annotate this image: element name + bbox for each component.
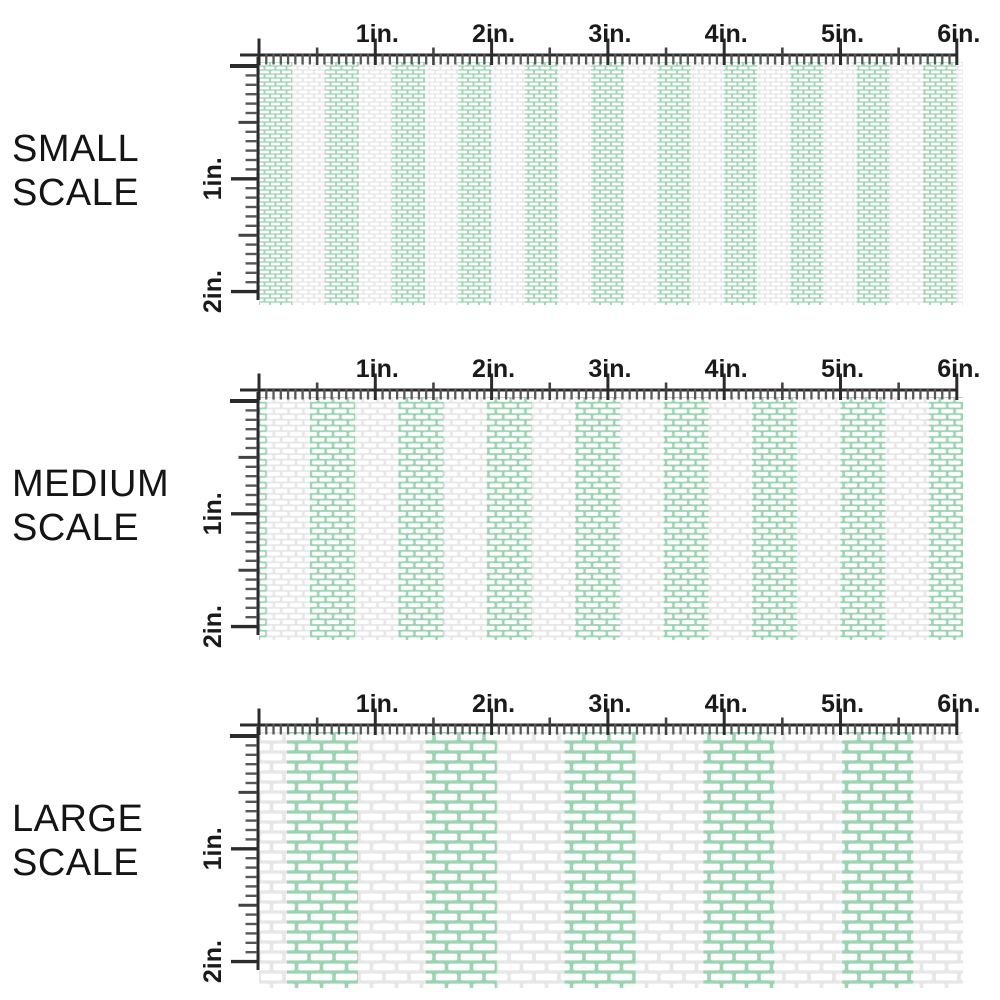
h-ruler-label-3in: 3in. (588, 20, 631, 48)
h-ruler-label-6in: 6in. (937, 355, 980, 383)
panel-title-line1: SMALL (12, 128, 140, 170)
horizontal-ruler: 1in. 2in. 3in. 4in. 5in. 6in. (240, 355, 980, 400)
green-stripe (259, 397, 267, 640)
green-stripe (524, 62, 558, 305)
horizontal-ruler: 1in. 2in. 3in. 4in. 5in. 6in. (240, 20, 980, 65)
fabric-swatch (259, 732, 963, 988)
green-stripe (259, 62, 293, 305)
h-ruler-label-4in: 4in. (705, 690, 748, 718)
v-ruler-label-2in: 2in. (199, 940, 227, 983)
h-ruler-label-5in: 5in. (821, 355, 864, 383)
v-ruler-label-1in: 1in. (199, 492, 227, 535)
green-stripe (391, 62, 425, 305)
v-ruler-label-2in: 2in. (199, 270, 227, 313)
green-stripe (923, 62, 957, 305)
green-stripe (663, 397, 709, 640)
green-stripe (486, 397, 532, 640)
green-stripe (325, 62, 359, 305)
green-stripe (842, 732, 914, 988)
panel-title-small: SMALL SCALE (12, 127, 139, 215)
panel-title-line1: MEDIUM (12, 463, 170, 505)
green-stripe (310, 397, 355, 640)
fabric-swatch (259, 397, 963, 640)
v-ruler-label-1in: 1in. (199, 157, 227, 200)
panel-small-scale: SMALL SCALE 1in. 2in. 3in. 4in. 5in. 6in. 1in. 2… (0, 0, 1000, 335)
h-ruler-label-2in: 2in. (472, 690, 515, 718)
vertical-ruler: 1in. 2in. (199, 392, 260, 648)
vertical-ruler: 1in. 2in. (199, 57, 260, 313)
swatch-small-scale: 1in. 2in. 3in. 4in. 5in. 6in. 1in. 2in. (199, 20, 980, 313)
panel-title-line2: SCALE (12, 172, 140, 214)
green-stripe (703, 732, 775, 988)
panel-title-line2: SCALE (12, 842, 140, 884)
green-stripe (458, 62, 492, 305)
h-ruler-label-2in: 2in. (472, 355, 515, 383)
vertical-ruler: 1in. 2in. (199, 727, 260, 983)
green-stripe (657, 62, 691, 305)
h-ruler-label-4in: 4in. (705, 355, 748, 383)
green-stripe (856, 62, 890, 305)
swatch-medium-scale: 1in. 2in. 3in. 4in. 5in. 6in. 1in. 2in. (199, 355, 980, 648)
panel-title-line1: LARGE (12, 798, 144, 840)
h-ruler-label-5in: 5in. (821, 690, 864, 718)
green-stripe (398, 397, 444, 640)
green-stripe (752, 397, 797, 640)
panel-large-scale: LARGE SCALE 1in. 2in. 3in. 4in. 5in. 6in. 1in. 2… (0, 670, 1000, 1000)
v-ruler-label-2in: 2in. (199, 605, 227, 648)
panel-title-medium: MEDIUM SCALE (12, 462, 169, 550)
fabric-swatch (259, 62, 963, 305)
green-stripe (591, 62, 625, 305)
h-ruler-label-6in: 6in. (937, 690, 980, 718)
green-stripe (840, 397, 886, 640)
h-ruler-label-3in: 3in. (588, 355, 631, 383)
panel-medium-scale: MEDIUM SCALE 1in. 2in. 3in. 4in. 5in. 6in. 1in.… (0, 335, 1000, 670)
green-stripe (425, 732, 497, 988)
h-ruler-label-2in: 2in. (472, 20, 515, 48)
h-ruler-label-1in: 1in. (356, 690, 399, 718)
h-ruler-label-3in: 3in. (588, 690, 631, 718)
green-stripe (564, 732, 636, 988)
horizontal-ruler: 1in. 2in. 3in. 4in. 5in. 6in. (240, 690, 980, 735)
green-stripe (287, 732, 358, 988)
h-ruler-label-5in: 5in. (821, 20, 864, 48)
green-stripe (723, 62, 757, 305)
green-stripe (575, 397, 621, 640)
h-ruler-label-1in: 1in. (356, 20, 399, 48)
green-stripe (928, 397, 963, 640)
swatch-large-scale: 1in. 2in. 3in. 4in. 5in. 6in. 1in. 2in. (199, 690, 980, 988)
panel-title-large: LARGE SCALE (12, 797, 143, 885)
green-stripe (790, 62, 824, 305)
v-ruler-label-1in: 1in. (199, 827, 227, 870)
h-ruler-label-1in: 1in. (356, 355, 399, 383)
panel-title-line2: SCALE (12, 507, 140, 549)
h-ruler-label-6in: 6in. (937, 20, 980, 48)
h-ruler-label-4in: 4in. (705, 20, 748, 48)
